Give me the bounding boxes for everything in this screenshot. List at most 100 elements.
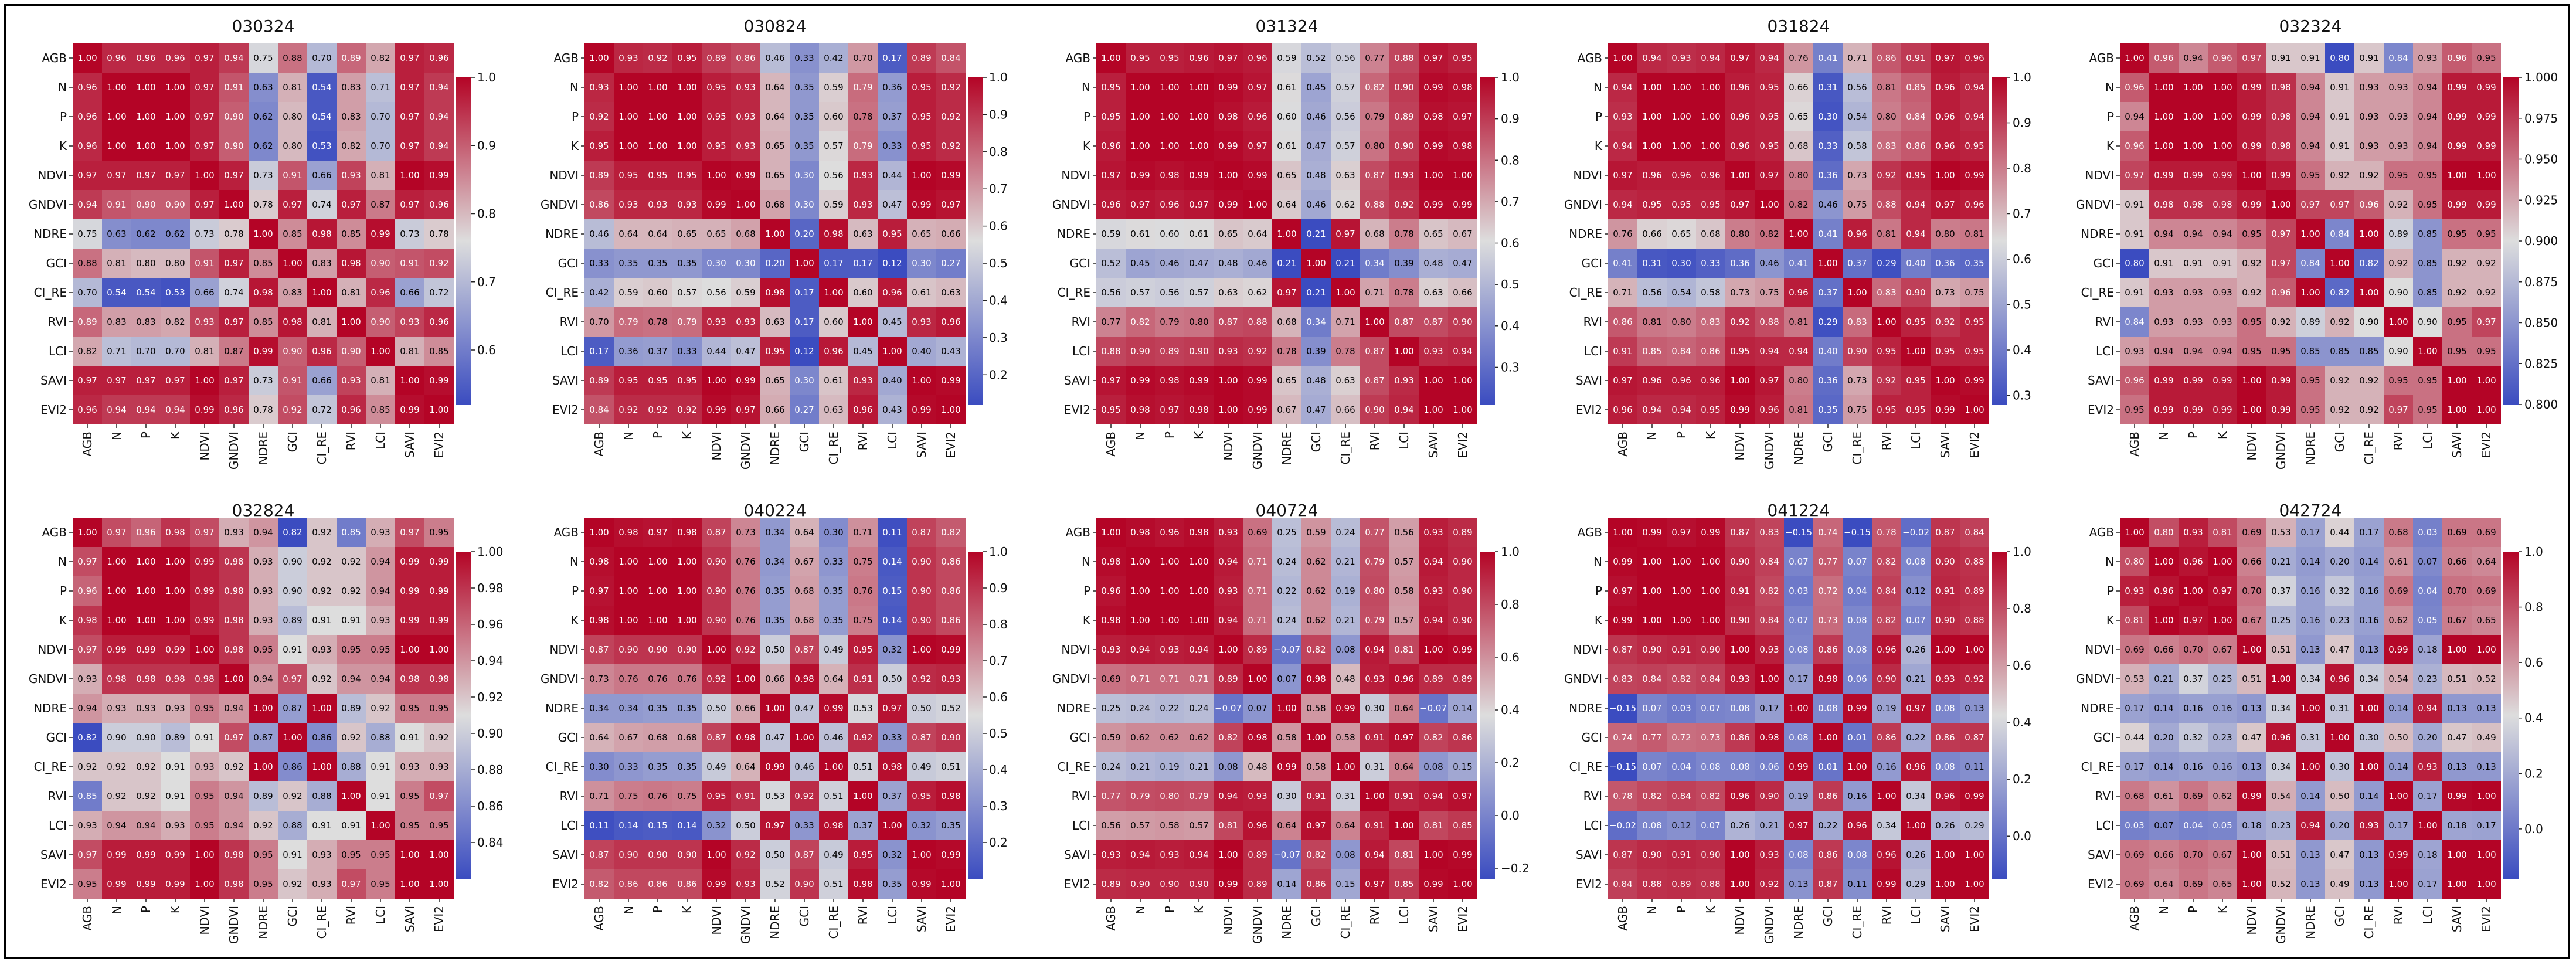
cell-label: 0.99 bbox=[1965, 170, 1984, 181]
cell-label: 0.99 bbox=[706, 879, 726, 889]
heatmap-cell bbox=[190, 337, 219, 366]
cell-label: 1.00 bbox=[2300, 229, 2320, 239]
cell-label: 0.99 bbox=[1218, 879, 1238, 889]
cell-label: 0.35 bbox=[941, 820, 960, 831]
cell-label: 0.76 bbox=[648, 674, 667, 684]
cell-label: 0.94 bbox=[1130, 850, 1150, 860]
cell-label: 0.79 bbox=[677, 317, 696, 327]
cell-label: 0.31 bbox=[2300, 732, 2320, 743]
x-tick-label: LCI bbox=[373, 906, 388, 924]
cell-label: 0.11 bbox=[1847, 879, 1867, 889]
cell-label: 0.64 bbox=[765, 82, 784, 93]
y-tick-label: SAVI bbox=[1576, 373, 1602, 388]
y-tick-label: P bbox=[572, 110, 579, 124]
heatmap-cell bbox=[643, 43, 672, 73]
colorbar-tick-label: 0.975 bbox=[2524, 111, 2558, 125]
cell-label: 0.93 bbox=[853, 375, 872, 386]
heatmap-cell bbox=[307, 43, 337, 73]
cell-label: 1.00 bbox=[2476, 850, 2496, 860]
cell-label: 0.96 bbox=[1394, 674, 1413, 684]
y-tick-label: NDRE bbox=[33, 701, 67, 715]
y-tick-label: NDRE bbox=[1057, 701, 1090, 715]
cell-label: 1.00 bbox=[1453, 405, 1472, 415]
cell-label: 1.00 bbox=[2183, 111, 2203, 122]
cell-label: 0.33 bbox=[882, 141, 902, 151]
cell-label: 0.97 bbox=[136, 375, 155, 386]
heatmap-cell bbox=[73, 337, 102, 366]
cell-label: 0.85 bbox=[2330, 346, 2349, 356]
cell-label: 0.47 bbox=[1306, 141, 1326, 151]
cell-label: 0.13 bbox=[2300, 879, 2320, 889]
cell-label: 0.17 bbox=[1759, 703, 1779, 713]
cell-label: 1.00 bbox=[1277, 703, 1296, 713]
cell-label: 0.76 bbox=[648, 791, 667, 801]
cell-label: 1.00 bbox=[312, 762, 331, 772]
cell-label: 0.94 bbox=[253, 527, 273, 538]
heatmap-cell bbox=[307, 73, 337, 102]
cell-label: 0.90 bbox=[2359, 317, 2378, 327]
cell-label: 0.80 bbox=[2330, 53, 2349, 63]
cell-label: 0.64 bbox=[618, 229, 638, 239]
cell-label: 0.73 bbox=[1847, 375, 1867, 386]
cell-label: 0.88 bbox=[283, 820, 302, 831]
x-tick-label: NDRE bbox=[2303, 431, 2317, 465]
cell-label: 0.97 bbox=[2330, 199, 2349, 210]
y-tick-label: RVI bbox=[2095, 789, 2114, 803]
heatmap-cell bbox=[131, 366, 161, 395]
cell-label: 0.93 bbox=[1423, 586, 1443, 596]
cell-label: 0.17 bbox=[2125, 762, 2144, 772]
x-tick-label: AGB bbox=[80, 431, 94, 457]
colorbar-tick-label: 0.3 bbox=[2013, 389, 2031, 403]
colorbar-tick-label: 0.5 bbox=[989, 726, 1008, 740]
cell-label: 0.98 bbox=[2154, 199, 2173, 210]
cell-label: 1.00 bbox=[1189, 111, 1208, 122]
cell-label: 0.99 bbox=[1642, 527, 1661, 538]
heatmap-cell bbox=[161, 395, 190, 424]
cell-label: 0.44 bbox=[706, 346, 726, 356]
cell-label: 1.00 bbox=[1906, 346, 1925, 356]
heatmap-cell bbox=[190, 131, 219, 161]
heatmap-cell bbox=[102, 131, 131, 161]
cell-label: 0.44 bbox=[2330, 527, 2349, 538]
cell-label: 1.00 bbox=[312, 703, 331, 713]
cell-label: 1.00 bbox=[1365, 317, 1384, 327]
cell-label: 0.99 bbox=[2447, 791, 2466, 801]
cell-label: 0.96 bbox=[1101, 199, 1120, 210]
cell-label: 0.35 bbox=[648, 258, 667, 269]
cell-label: 0.95 bbox=[253, 644, 273, 655]
cell-label: 0.82 bbox=[1218, 732, 1238, 743]
cell-label: 0.17 bbox=[882, 53, 902, 63]
cell-label: 0.95 bbox=[371, 644, 390, 655]
cell-label: 0.97 bbox=[1101, 375, 1120, 386]
heatmap-cell bbox=[307, 278, 337, 307]
cell-label: 0.97 bbox=[765, 820, 784, 831]
cell-label: 1.00 bbox=[1613, 527, 1632, 538]
heatmap-cell bbox=[424, 219, 454, 249]
cell-label: 0.74 bbox=[224, 287, 243, 298]
cell-label: 0.90 bbox=[283, 346, 302, 356]
cell-label: 0.99 bbox=[2447, 141, 2466, 151]
cell-label: 1.00 bbox=[165, 556, 185, 567]
cell-label: 0.13 bbox=[2300, 850, 2320, 860]
cell-label: 0.67 bbox=[2213, 644, 2232, 655]
cell-label: 0.81 bbox=[1965, 229, 1984, 239]
cell-label: 0.84 bbox=[2300, 258, 2320, 269]
cell-label: 1.00 bbox=[136, 556, 155, 567]
y-tick-label: LCI bbox=[2096, 344, 2114, 358]
cell-label: 0.08 bbox=[1935, 762, 1955, 772]
cell-label: 0.43 bbox=[941, 346, 960, 356]
chart-title: 041224 bbox=[1768, 501, 1830, 520]
cell-label: 0.90 bbox=[1642, 850, 1661, 860]
cell-label: 0.95 bbox=[1701, 199, 1720, 210]
heatmap-cell bbox=[219, 307, 249, 337]
colorbar-tick-label: 1.0 bbox=[2013, 70, 2031, 84]
cell-label: 0.89 bbox=[2300, 317, 2320, 327]
cell-label: 1.00 bbox=[706, 644, 726, 655]
x-tick-label: CI_RE bbox=[1338, 431, 1352, 464]
cell-label: 0.11 bbox=[589, 820, 609, 831]
x-tick-label: K bbox=[1192, 431, 1206, 439]
cell-label: 0.14 bbox=[618, 820, 638, 831]
cell-label: 0.86 bbox=[677, 879, 696, 889]
cell-label: 0.97 bbox=[400, 199, 419, 210]
cell-label: 0.77 bbox=[1642, 732, 1661, 743]
